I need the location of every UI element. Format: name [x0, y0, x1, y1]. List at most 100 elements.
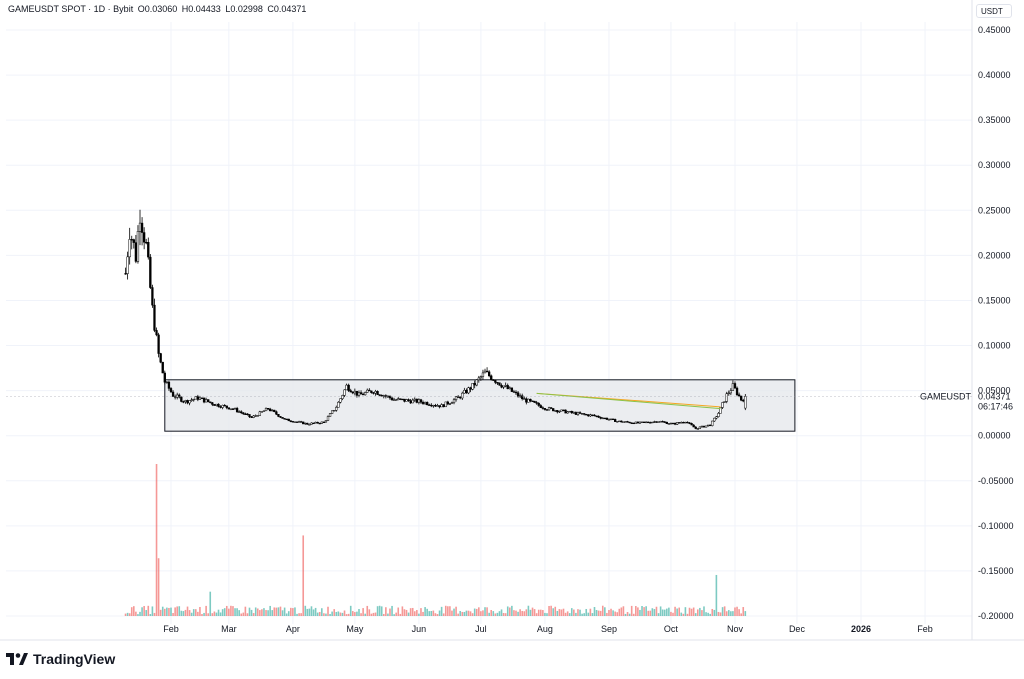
volume-bar: [314, 607, 317, 616]
volume-bar: [531, 607, 534, 616]
candle-body: [207, 399, 210, 403]
candle-body: [357, 392, 361, 396]
volume-bar: [290, 607, 292, 616]
volume-bar: [232, 606, 234, 616]
candle-body: [539, 405, 542, 408]
candle-body: [233, 408, 237, 410]
candle-body: [200, 397, 204, 399]
volume-bar: [509, 607, 511, 616]
volume-bar: [651, 608, 654, 616]
volume-bar: [637, 607, 639, 616]
candle-body: [628, 421, 631, 424]
volume-bar: [575, 612, 577, 616]
volume-bar: [593, 607, 596, 616]
volume-bar: [692, 607, 695, 616]
candle-body: [727, 392, 730, 394]
volume-bar: [267, 610, 269, 616]
candle-body: [388, 395, 392, 399]
volume-bar: [467, 610, 470, 616]
candle-body: [744, 396, 747, 409]
volume-bar: [721, 607, 724, 616]
y-tick-label: 0.10000: [978, 341, 1011, 351]
volume-bar: [732, 611, 734, 616]
candle-body: [260, 411, 264, 413]
tradingview-logo-icon: [6, 653, 28, 665]
volume-bar: [203, 612, 205, 616]
volume-bar: [645, 606, 647, 616]
candle-body: [649, 422, 652, 424]
candle-body: [390, 397, 394, 401]
candle-body: [269, 408, 272, 412]
candle-body: [277, 414, 280, 417]
volume-bar: [529, 609, 532, 616]
candle-body: [211, 402, 214, 405]
candle-body: [337, 401, 340, 408]
candle-body: [242, 412, 245, 415]
volume-bar: [657, 613, 660, 616]
volume-bar: [628, 613, 631, 616]
candle-body: [299, 421, 303, 423]
volume-bar: [192, 609, 195, 616]
candle-body: [574, 412, 578, 415]
y-tick-label: 0.30000: [978, 160, 1011, 170]
volume-bar: [252, 613, 255, 616]
volume-bar: [283, 607, 286, 616]
volume-bar: [190, 612, 193, 616]
volume-bar: [438, 610, 441, 616]
volume-bar: [300, 613, 302, 616]
candle-body: [479, 376, 483, 379]
volume-bar: [736, 606, 738, 616]
candle-body: [506, 385, 509, 390]
candle-body: [475, 379, 478, 386]
volume-bar: [166, 607, 168, 616]
volume-bar: [705, 612, 707, 616]
candle-body: [184, 400, 187, 402]
volume-bar: [207, 613, 209, 616]
volume-bar: [500, 609, 503, 616]
candle-body: [345, 384, 348, 391]
volume-bar: [527, 605, 530, 616]
candle-body: [202, 397, 206, 403]
candle-body: [219, 406, 222, 408]
candle-body: [684, 421, 687, 424]
volume-bar: [397, 607, 400, 616]
candle-body: [642, 421, 646, 423]
volume-bar: [358, 609, 360, 616]
candle-body: [504, 385, 507, 387]
volume-bar: [591, 613, 594, 616]
volume-bar: [581, 613, 583, 616]
volume-bar: [734, 607, 736, 616]
candle-body: [487, 371, 491, 377]
volume-bar: [552, 608, 554, 616]
candle-body: [341, 395, 344, 399]
volume-bar: [694, 613, 697, 616]
candle-body: [535, 402, 538, 404]
volume-bar: [577, 609, 579, 616]
candle-body: [430, 404, 433, 407]
candle-body: [128, 239, 131, 258]
volume-bar: [164, 608, 166, 616]
candle-body: [603, 417, 606, 420]
currency-button[interactable]: USDT: [976, 4, 1012, 18]
candle-body: [155, 330, 158, 336]
volume-bar: [606, 612, 608, 616]
volume-bar: [632, 613, 635, 616]
volume-bar: [188, 610, 191, 616]
volume-bar: [215, 612, 218, 616]
x-tick-label: Jun: [412, 624, 427, 634]
candle-body: [204, 399, 208, 403]
x-tick-label: 2026: [851, 624, 871, 634]
volume-bar: [416, 610, 418, 616]
volume-bar: [211, 613, 214, 616]
volume-bar: [409, 608, 412, 616]
volume-bar: [568, 613, 571, 616]
volume-bar: [597, 610, 600, 616]
candle-body: [333, 409, 336, 412]
candle-body: [737, 394, 741, 397]
volume-bar: [521, 610, 523, 616]
volume-bar: [403, 609, 406, 616]
volume-bar: [143, 605, 145, 616]
candle-body: [583, 413, 586, 415]
